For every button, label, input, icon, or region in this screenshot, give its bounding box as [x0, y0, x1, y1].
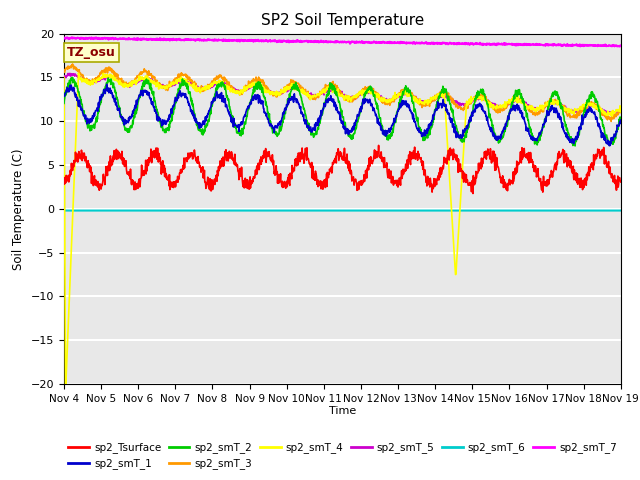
sp2_smT_3 — [60, 69, 68, 75]
X-axis label: Time: Time — [329, 407, 356, 417]
sp2_smT_6 — [126, 208, 134, 214]
sp2_Tsurface — [60, 180, 68, 185]
sp2_smT_6 — [318, 208, 326, 214]
sp2_Tsurface — [469, 191, 477, 196]
sp2_smT_6 — [60, 208, 68, 214]
Line: sp2_smT_3: sp2_smT_3 — [64, 64, 621, 121]
sp2_smT_5 — [60, 73, 68, 79]
sp2_Tsurface — [617, 179, 625, 185]
Line: sp2_smT_2: sp2_smT_2 — [64, 77, 621, 146]
sp2_Tsurface — [378, 149, 385, 155]
sp2_Tsurface — [318, 180, 326, 186]
sp2_smT_5 — [378, 93, 385, 99]
sp2_smT_7 — [308, 39, 316, 45]
sp2_Tsurface — [103, 169, 111, 175]
sp2_smT_1 — [617, 117, 625, 123]
sp2_smT_4 — [319, 87, 326, 93]
sp2_smT_3 — [308, 96, 316, 101]
sp2_smT_4 — [617, 106, 625, 111]
sp2_smT_4 — [104, 72, 111, 78]
sp2_smT_3 — [104, 70, 111, 76]
sp2_smT_5 — [104, 73, 111, 79]
sp2_smT_1 — [605, 143, 613, 149]
Legend: sp2_Tsurface, sp2_smT_1, sp2_smT_2, sp2_smT_3, sp2_smT_4, sp2_smT_5, sp2_smT_6, : sp2_Tsurface, sp2_smT_1, sp2_smT_2, sp2_… — [64, 438, 621, 474]
sp2_smT_7 — [60, 35, 68, 40]
sp2_smT_1 — [126, 114, 134, 120]
sp2_smT_7 — [318, 39, 326, 45]
sp2_smT_1 — [318, 109, 326, 115]
sp2_smT_2 — [68, 74, 76, 80]
Title: SP2 Soil Temperature: SP2 Soil Temperature — [260, 13, 424, 28]
sp2_smT_1 — [308, 128, 316, 133]
sp2_smT_1 — [103, 82, 111, 87]
Line: sp2_Tsurface: sp2_Tsurface — [64, 145, 621, 193]
sp2_smT_2 — [318, 112, 326, 118]
Text: TZ_osu: TZ_osu — [67, 46, 116, 59]
sp2_smT_4 — [308, 93, 316, 98]
sp2_smT_4 — [75, 70, 83, 76]
sp2_smT_6 — [296, 208, 304, 214]
sp2_smT_7 — [616, 44, 623, 49]
sp2_smT_7 — [378, 40, 385, 46]
sp2_smT_5 — [297, 86, 305, 92]
sp2_smT_1 — [378, 123, 385, 129]
sp2_smT_1 — [104, 88, 111, 94]
sp2_Tsurface — [308, 159, 316, 165]
sp2_smT_7 — [617, 43, 625, 48]
sp2_smT_2 — [617, 115, 625, 121]
Line: sp2_smT_7: sp2_smT_7 — [64, 37, 621, 47]
sp2_smT_2 — [60, 100, 68, 106]
sp2_smT_1 — [60, 92, 68, 97]
sp2_smT_5 — [126, 82, 134, 88]
sp2_smT_7 — [104, 36, 111, 41]
sp2_smT_7 — [68, 35, 76, 40]
sp2_smT_2 — [378, 121, 385, 127]
sp2_smT_5 — [318, 90, 326, 96]
sp2_smT_3 — [378, 97, 385, 103]
sp2_smT_5 — [617, 107, 625, 112]
sp2_smT_2 — [104, 80, 111, 86]
sp2_smT_5 — [66, 71, 74, 76]
Line: sp2_smT_5: sp2_smT_5 — [64, 73, 621, 114]
sp2_smT_4 — [61, 381, 69, 387]
sp2_smT_5 — [608, 111, 616, 117]
Y-axis label: Soil Temperature (C): Soil Temperature (C) — [12, 148, 25, 270]
sp2_smT_3 — [297, 83, 305, 88]
sp2_Tsurface — [375, 143, 383, 148]
sp2_smT_3 — [318, 89, 326, 95]
sp2_smT_4 — [297, 88, 305, 94]
sp2_smT_7 — [297, 38, 305, 44]
sp2_smT_6 — [103, 208, 111, 214]
sp2_smT_6 — [377, 208, 385, 214]
sp2_smT_1 — [297, 104, 305, 109]
sp2_smT_2 — [572, 143, 579, 149]
sp2_smT_2 — [126, 124, 134, 130]
sp2_Tsurface — [126, 169, 134, 175]
sp2_smT_5 — [308, 93, 316, 99]
sp2_Tsurface — [296, 150, 304, 156]
sp2_smT_6 — [617, 208, 625, 214]
sp2_smT_4 — [378, 95, 385, 100]
Line: sp2_smT_4: sp2_smT_4 — [64, 73, 621, 384]
sp2_smT_2 — [297, 92, 305, 98]
sp2_smT_3 — [607, 119, 615, 124]
sp2_smT_7 — [126, 36, 134, 42]
sp2_smT_6 — [308, 208, 316, 214]
sp2_smT_3 — [68, 61, 76, 67]
sp2_smT_4 — [127, 81, 134, 86]
sp2_smT_3 — [126, 80, 134, 85]
sp2_smT_4 — [60, 74, 68, 80]
sp2_smT_3 — [617, 109, 625, 115]
sp2_smT_2 — [308, 132, 316, 138]
Line: sp2_smT_1: sp2_smT_1 — [64, 84, 621, 146]
